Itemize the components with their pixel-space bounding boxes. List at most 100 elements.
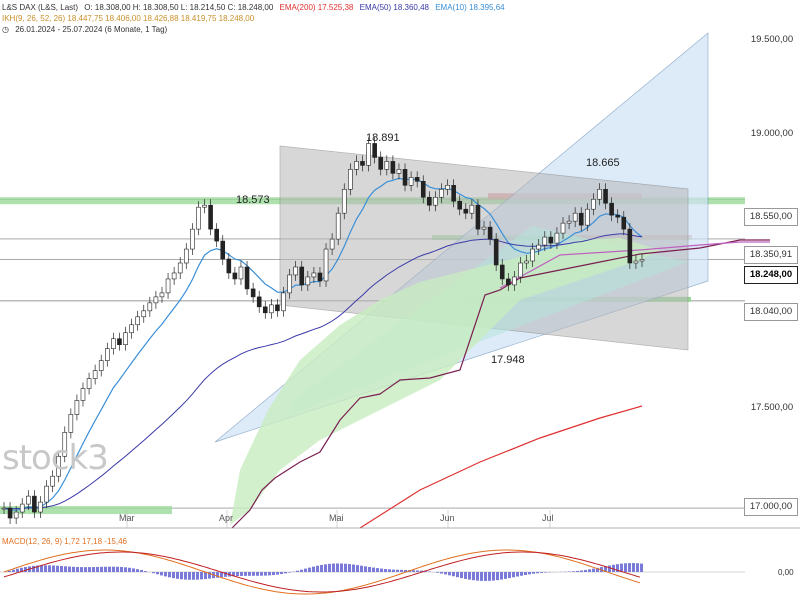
candle-up bbox=[177, 262, 183, 274]
macd-hist-bar bbox=[492, 572, 495, 581]
macd-hist-bar bbox=[536, 572, 539, 574]
date-range: ◷ 26.01.2024 - 25.07.2024 (6 Monate, 1 T… bbox=[2, 24, 171, 35]
indicator-lines bbox=[3, 177, 770, 529]
candle-up bbox=[481, 226, 487, 230]
candle-down bbox=[117, 338, 122, 345]
candle-up bbox=[159, 292, 165, 298]
macd-hist-bar bbox=[392, 569, 395, 572]
macd-hist-bar bbox=[136, 569, 139, 572]
macd-hist-bar bbox=[132, 568, 135, 572]
candle-up bbox=[38, 501, 43, 513]
macd-hist-bar bbox=[620, 563, 623, 572]
macd-hist-bar bbox=[68, 566, 71, 572]
candle-up bbox=[591, 198, 596, 210]
candle-down bbox=[214, 228, 219, 242]
macd-hist-bar bbox=[580, 570, 583, 572]
candles bbox=[1, 137, 645, 525]
chart-header: L&S DAX (L&S, Last) O: 18.308,00 H: 18.3… bbox=[2, 2, 509, 13]
macd-hist-bar bbox=[88, 567, 91, 572]
macd-hist-bar bbox=[376, 568, 379, 572]
macd-hist-bar bbox=[456, 572, 459, 578]
price-label-18350: 18.350,91 bbox=[744, 246, 798, 264]
macd-hist-bar bbox=[336, 563, 339, 572]
macd-hist-bar bbox=[300, 569, 303, 572]
candle-down bbox=[493, 238, 499, 266]
candle-up bbox=[341, 188, 347, 214]
macd-hist-bar bbox=[252, 572, 255, 576]
macd-hist-bar bbox=[248, 572, 251, 576]
candle-up bbox=[190, 228, 195, 250]
macd-hist-bar bbox=[96, 566, 99, 572]
macd-hist-bar bbox=[360, 565, 363, 572]
macd-hist-bar bbox=[352, 564, 355, 572]
macd-hist-bar bbox=[184, 572, 187, 580]
candle-up bbox=[183, 248, 189, 264]
macd-hist-bar bbox=[516, 572, 519, 577]
macd-hist-bar bbox=[396, 569, 399, 572]
macd-hist-bar bbox=[504, 572, 507, 579]
macd-hist-bar bbox=[152, 572, 155, 574]
candle-up bbox=[439, 188, 444, 198]
macd-hist-bar bbox=[424, 571, 427, 572]
candle-up bbox=[518, 262, 523, 278]
price-label-18550: 18.550,00 bbox=[744, 208, 798, 226]
candle-up bbox=[1, 507, 7, 510]
ichimoku-cloud-area bbox=[230, 238, 660, 525]
macd-hist-bar bbox=[616, 564, 619, 572]
macd-hist-bar bbox=[468, 572, 471, 580]
macd-hist-bar bbox=[304, 568, 307, 572]
candle-up bbox=[129, 324, 134, 334]
macd-hist-bar bbox=[476, 572, 479, 581]
candle-up bbox=[135, 316, 140, 326]
macd-hist-bar bbox=[384, 569, 387, 572]
macd-hist-bar bbox=[496, 572, 499, 581]
macd-hist-bar bbox=[524, 572, 527, 575]
macd-hist-bar bbox=[508, 572, 511, 579]
macd-hist-bar bbox=[188, 572, 191, 580]
macd-hist-bar bbox=[264, 572, 267, 576]
candle-up bbox=[585, 208, 590, 226]
x-tick-label: Jul bbox=[542, 513, 554, 523]
candle-up bbox=[92, 370, 98, 379]
candle-up bbox=[305, 276, 311, 286]
candle-up bbox=[323, 248, 329, 282]
macd-hist-bar bbox=[540, 572, 543, 573]
candle-down bbox=[208, 204, 213, 230]
macd-hist-bar bbox=[340, 563, 343, 572]
macd-hist-bar bbox=[52, 565, 55, 572]
macd-hist-bar bbox=[64, 566, 67, 572]
macd-hist-bar bbox=[200, 572, 203, 580]
ichimoku-cloud bbox=[230, 238, 660, 525]
macd-hist-bar bbox=[448, 572, 451, 576]
x-tick-label: Jun bbox=[440, 513, 455, 523]
chart-background bbox=[0, 32, 745, 515]
macd-hist-bar bbox=[124, 567, 127, 572]
candle-up bbox=[202, 204, 207, 208]
macd-hist-bar bbox=[196, 572, 199, 580]
candle-down bbox=[372, 143, 377, 158]
macd-hist-bar bbox=[224, 572, 227, 577]
macd-hist-bar bbox=[204, 572, 207, 580]
macd-hist-bar bbox=[192, 572, 195, 580]
candle-down bbox=[32, 495, 37, 513]
macd-hist-bar bbox=[528, 572, 531, 575]
macd-hist-bar bbox=[364, 566, 367, 572]
candle-down bbox=[603, 188, 608, 204]
candle-up bbox=[524, 260, 529, 264]
macd-hist-bar bbox=[108, 566, 111, 572]
candle-up bbox=[98, 360, 104, 371]
candle-up bbox=[469, 204, 475, 214]
macd-hist-bar bbox=[320, 564, 323, 572]
macd-hist-bar bbox=[24, 567, 27, 572]
macd-hist-bar bbox=[180, 572, 183, 580]
candle-up bbox=[554, 232, 560, 244]
macd-hist-bar bbox=[80, 567, 83, 572]
macd-hist-bar bbox=[16, 568, 19, 572]
candle-up bbox=[293, 266, 298, 276]
macd-hist-bar bbox=[276, 572, 279, 575]
candle-up bbox=[165, 278, 171, 294]
candle-down bbox=[378, 157, 384, 170]
macd-hist-bar bbox=[532, 572, 535, 574]
candle-up bbox=[196, 206, 201, 230]
candle-up bbox=[566, 220, 572, 224]
